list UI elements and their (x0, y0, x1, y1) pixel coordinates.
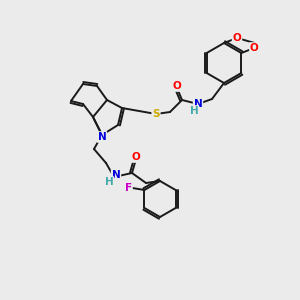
Text: N: N (98, 132, 106, 142)
Text: H: H (190, 106, 198, 116)
Text: S: S (152, 109, 160, 119)
Text: N: N (112, 170, 120, 180)
Text: N: N (194, 99, 202, 109)
Text: O: O (250, 43, 259, 53)
Text: F: F (125, 183, 132, 193)
Text: H: H (105, 177, 113, 187)
Text: O: O (232, 33, 242, 43)
Text: O: O (132, 152, 140, 162)
Text: O: O (172, 81, 182, 91)
